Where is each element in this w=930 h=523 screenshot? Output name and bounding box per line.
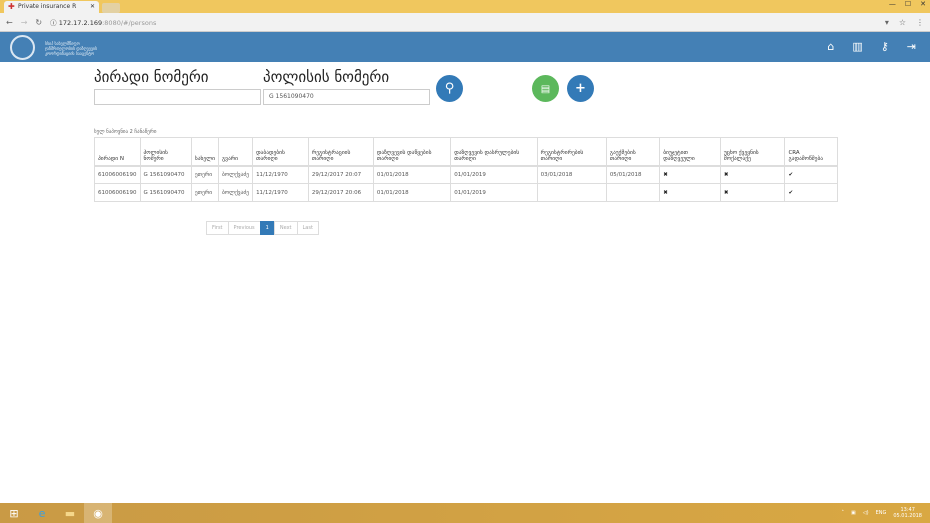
menu-icon[interactable]: ⋮ — [916, 17, 924, 27]
table-cell: ეთერი — [190, 183, 219, 202]
table-cell: 05/01/2018 — [605, 165, 661, 184]
back-icon[interactable]: ← — [6, 17, 13, 27]
tray-arrow-icon[interactable]: ˄ — [841, 510, 845, 516]
table-cell: ✖ — [659, 183, 721, 202]
export-excel-button[interactable]: ▤ — [532, 75, 559, 102]
chart-icon[interactable]: ▥ — [852, 40, 863, 53]
table-cell — [605, 183, 661, 202]
table-cell: 01/01/2019 — [450, 183, 538, 202]
forward-icon[interactable]: → — [20, 17, 28, 27]
logo-text: სსიპ სახელმწიფო ჯანმრთელობის დაზღვევის კოო… — [45, 41, 98, 56]
page-previous[interactable]: Previous — [227, 221, 261, 235]
table-cell: 29/12/2017 20:06 — [307, 183, 374, 202]
table-cell: 61006006190 — [94, 183, 141, 202]
page-first[interactable]: First — [206, 221, 229, 235]
results-count: სულ ნაპოვნია 2 ჩანაწერი — [94, 129, 157, 135]
table-cell: ✖ — [719, 183, 786, 202]
personal-number-input[interactable] — [94, 89, 261, 105]
table-row[interactable]: 61006006190 G 1561090470 ეთერი ბოლქვაძე 11/1… — [94, 165, 838, 184]
table-cell: 29/12/2017 20:07 — [307, 165, 374, 184]
browser-tab[interactable]: ✚ Private insurance R ✕ — [4, 1, 99, 13]
table-cell: ✖ — [659, 165, 721, 184]
maximize-icon[interactable]: ☐ — [904, 0, 912, 8]
column-header: CRA გადამოწმება — [784, 137, 838, 167]
plus-icon: + — [575, 81, 586, 96]
minimize-icon[interactable]: — — [888, 0, 896, 8]
close-tab-icon[interactable]: ✕ — [89, 3, 95, 10]
search-icon: ⚲ — [444, 81, 455, 96]
url-field[interactable]: ⓘ 172.17.2.169:8080/#/persons — [50, 19, 157, 27]
browser-tabbar: ✚ Private insurance R ✕ — ☐ ✕ — [0, 0, 930, 13]
taskbar: ⊞ e ▬ ◉ ˄ ▣ ◁) ENG 13:47 05.01.2018 — [0, 503, 930, 523]
home-icon[interactable]: ⌂ — [827, 40, 835, 53]
table-cell: ✔ — [784, 165, 838, 184]
table-cell: ბოლქვაძე — [217, 183, 254, 202]
table-cell: G 1561090470 — [139, 183, 192, 202]
pagination: First Previous 1 Next Last — [206, 221, 319, 235]
new-tab-button[interactable] — [102, 3, 120, 13]
table-cell: 03/01/2018 — [536, 165, 607, 184]
excel-icon: ▤ — [540, 84, 551, 95]
table-cell: 11/12/1970 — [252, 165, 309, 184]
chrome-icon[interactable]: ◉ — [84, 503, 112, 523]
filter-icon[interactable]: ▾ — [884, 17, 889, 27]
clock[interactable]: 13:47 05.01.2018 — [893, 507, 922, 519]
favicon-icon: ✚ — [8, 2, 15, 11]
table-cell — [536, 183, 607, 202]
table-cell: ✖ — [719, 165, 786, 184]
language-indicator[interactable]: ENG — [875, 510, 887, 516]
add-button[interactable]: + — [567, 75, 594, 102]
column-header: დაზღვევის დასრულების თარიღი — [450, 137, 538, 167]
table-cell: 11/12/1970 — [252, 183, 309, 202]
column-header: გვარი — [217, 137, 254, 167]
reload-icon[interactable]: ↻ — [35, 17, 43, 27]
explorer-icon[interactable]: ▬ — [64, 506, 76, 520]
ie-icon[interactable]: e — [38, 506, 46, 520]
column-header: დაზღვევის დაწყების თარიღი — [372, 137, 452, 167]
table-cell: ეთერი — [190, 165, 219, 184]
column-header: უცხო ქვეყნის მოქალაქე — [719, 137, 786, 167]
table-cell: 01/01/2018 — [372, 183, 452, 202]
network-icon[interactable]: ▣ — [851, 510, 856, 516]
table-cell: G 1561090470 — [139, 165, 192, 184]
personal-number-label: პირადი ნომერი — [94, 68, 209, 86]
column-header: პირადი N — [94, 137, 141, 167]
column-header: პოლისის ნომერი — [139, 137, 192, 167]
search-button[interactable]: ⚲ — [436, 75, 463, 102]
top-navbar: სსიპ სახელმწიფო ჯანმრთელობის დაზღვევის კოო… — [0, 32, 930, 62]
table-cell: ✔ — [784, 183, 838, 202]
table-cell: 61006006190 — [94, 165, 141, 184]
column-header: დაბადების თარიღი — [252, 137, 309, 167]
table-cell: 01/01/2019 — [450, 165, 538, 184]
table-row[interactable]: 61006006190 G 1561090470 ეთერი ბოლქვაძე 11/1… — [94, 183, 838, 202]
address-bar: ← → ↻ ⓘ 172.17.2.169:8080/#/persons ▾ ☆ ⋮ — [0, 13, 930, 32]
column-header: სახელი — [190, 137, 219, 167]
page-last[interactable]: Last — [296, 221, 319, 235]
tab-title: Private insurance R — [18, 3, 77, 10]
column-header: გაუქმების თარიღი — [605, 137, 661, 167]
table-cell: 01/01/2018 — [372, 165, 452, 184]
column-header: რეგისტრაციის თარიღი — [307, 137, 374, 167]
page-next[interactable]: Next — [273, 221, 298, 235]
policy-number-input[interactable]: G 1561090470 — [263, 89, 430, 105]
policy-number-label: პოლისის ნომერი — [263, 68, 390, 86]
column-header: ბიუჯეტით დაზღვეული — [659, 137, 721, 167]
start-icon[interactable]: ⊞ — [9, 506, 19, 520]
agency-logo[interactable] — [10, 35, 35, 60]
column-header: რეგისტრირების თარიღი — [536, 137, 607, 167]
key-icon[interactable]: ⚷ — [880, 40, 889, 53]
logout-icon[interactable]: ⇥ — [906, 40, 916, 53]
page-current[interactable]: 1 — [259, 221, 275, 235]
close-window-icon[interactable]: ✕ — [920, 0, 926, 8]
volume-icon[interactable]: ◁) — [862, 510, 869, 516]
star-icon[interactable]: ☆ — [898, 17, 906, 27]
table-cell: ბოლქვაძე — [217, 165, 254, 184]
